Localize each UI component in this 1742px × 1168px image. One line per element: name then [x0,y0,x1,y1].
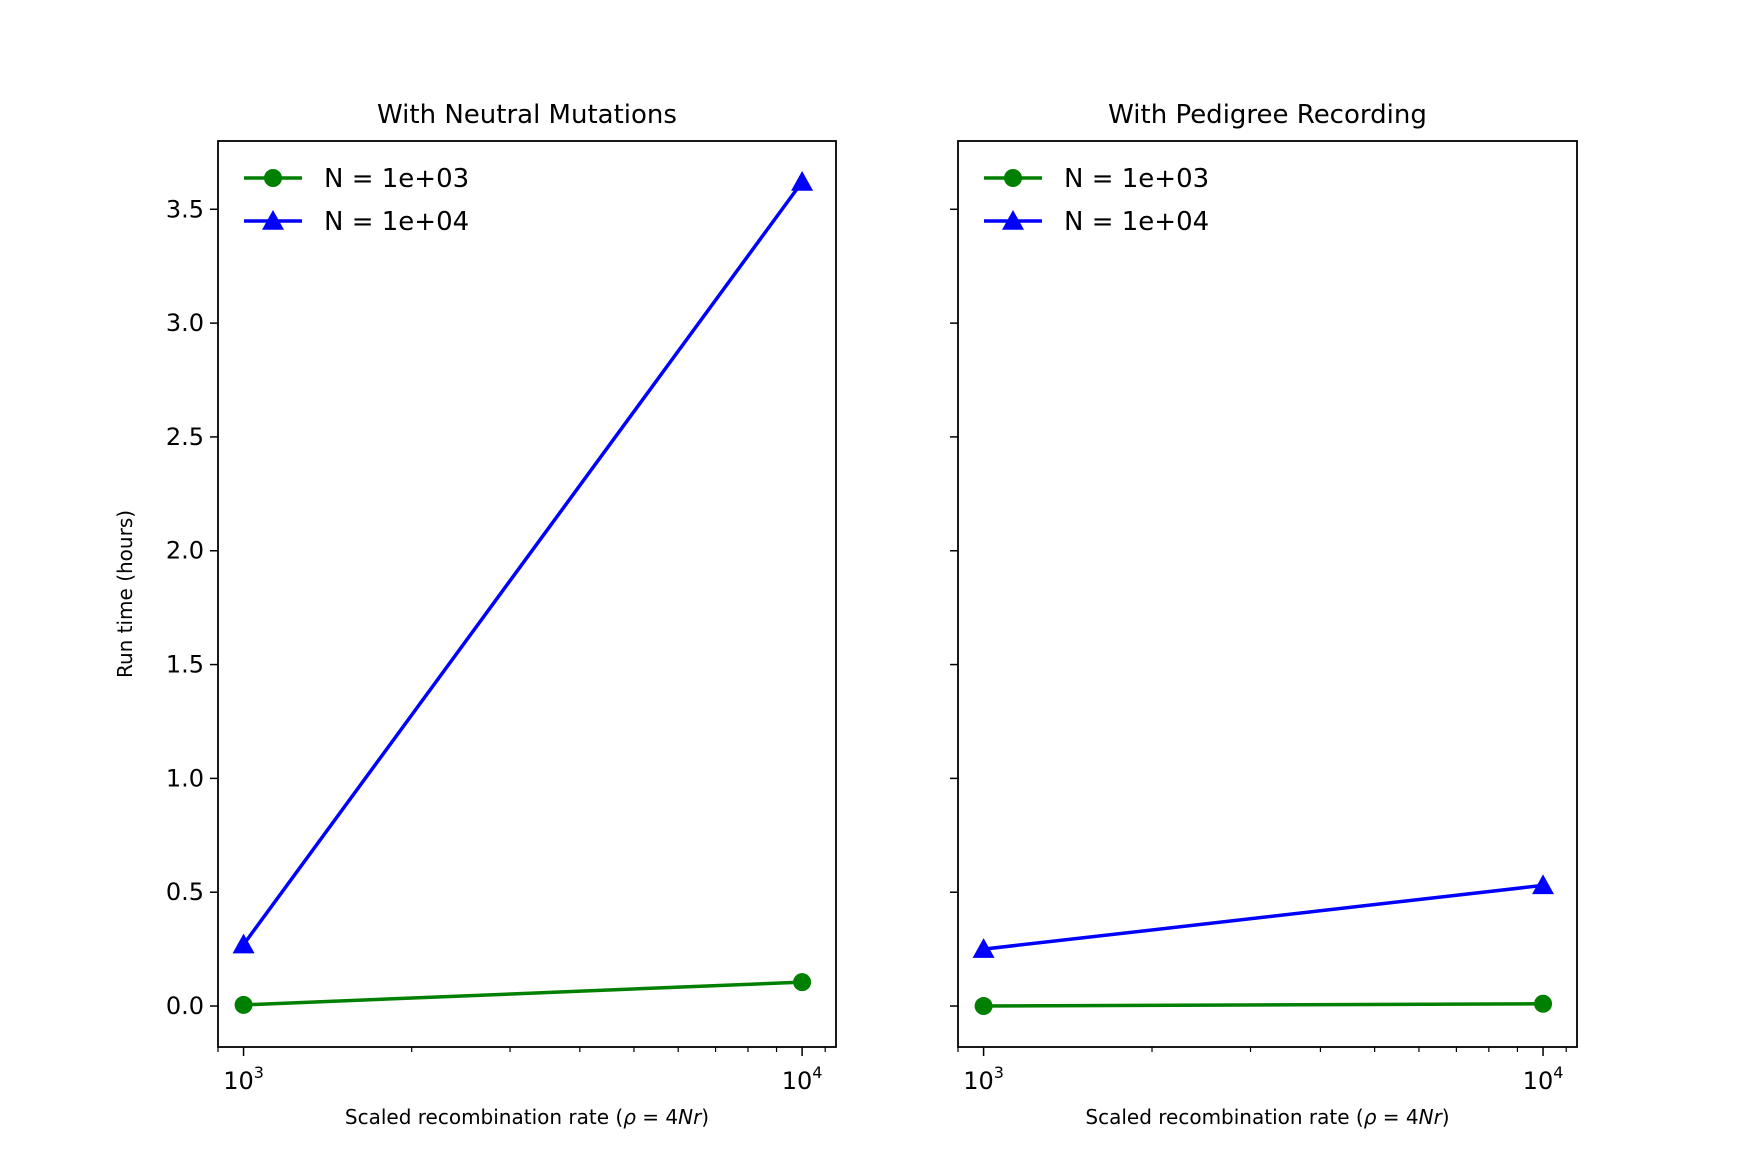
x-tick-label: 104 [1523,1063,1564,1095]
legend-marker [262,210,284,230]
legend-entry-label: N = 1e+04 [1064,207,1209,237]
y-tick-label: 1.0 [166,764,204,792]
legend-entry-label: N = 1e+03 [1064,164,1209,194]
legend-marker [264,169,282,187]
data-point [1534,994,1553,1013]
series-1 [974,994,1553,1016]
data-point [793,973,812,992]
data-point [232,933,255,954]
series-2 [232,170,814,954]
legend: N = 1e+03 N = 1e+04 [244,164,469,237]
series-line [983,1001,1544,1008]
panel-1: With Neutral Mutations 0.0 0.5 1.0 1.5 2.0 2.5… [113,100,837,1129]
y-tick-label: 3.0 [166,309,204,337]
data-point [974,997,993,1016]
panel-2: With Pedigree Recording 103 104 Scaled reco… [950,100,1578,1129]
y-tick-label: 0.5 [166,878,204,906]
data-point [234,995,253,1014]
legend-marker [1004,169,1022,187]
axes-frame [957,140,1578,1048]
y-tick-label: 3.5 [166,195,204,223]
chart-title: With Pedigree Recording [1108,100,1427,130]
legend-entry-label: N = 1e+04 [324,207,469,237]
legend: N = 1e+03 N = 1e+04 [984,164,1209,237]
x-axis-label: Scaled recombination rate (ρ = 4Nr) [345,1105,709,1129]
series-line [242,180,804,946]
data-point [972,938,995,958]
x-axis-label: Scaled recombination rate (ρ = 4Nr) [1085,1105,1449,1129]
chart-title: With Neutral Mutations [377,100,677,130]
series-2 [972,874,1555,958]
y-tick-label: 1.5 [166,651,204,679]
legend-marker [1002,210,1024,230]
y-tick-label: 2.5 [166,423,204,451]
x-tick-label: 103 [963,1063,1004,1095]
panels: With Neutral Mutations 0.0 0.5 1.0 1.5 2.0 2.5… [113,100,1578,1129]
y-tick-label: 0.0 [166,992,204,1020]
series-1 [234,973,812,1014]
x-tick-label: 104 [782,1063,823,1095]
y-axis-label: Run time (hours) [113,510,137,678]
data-point [1532,874,1555,895]
x-tick-label: 103 [223,1063,264,1095]
y-tick-label: 2.0 [166,537,204,565]
series-line [243,980,803,1007]
axes-frame [217,140,837,1048]
data-point [791,170,814,191]
series-line [983,883,1544,951]
legend-entry-label: N = 1e+03 [324,164,469,194]
